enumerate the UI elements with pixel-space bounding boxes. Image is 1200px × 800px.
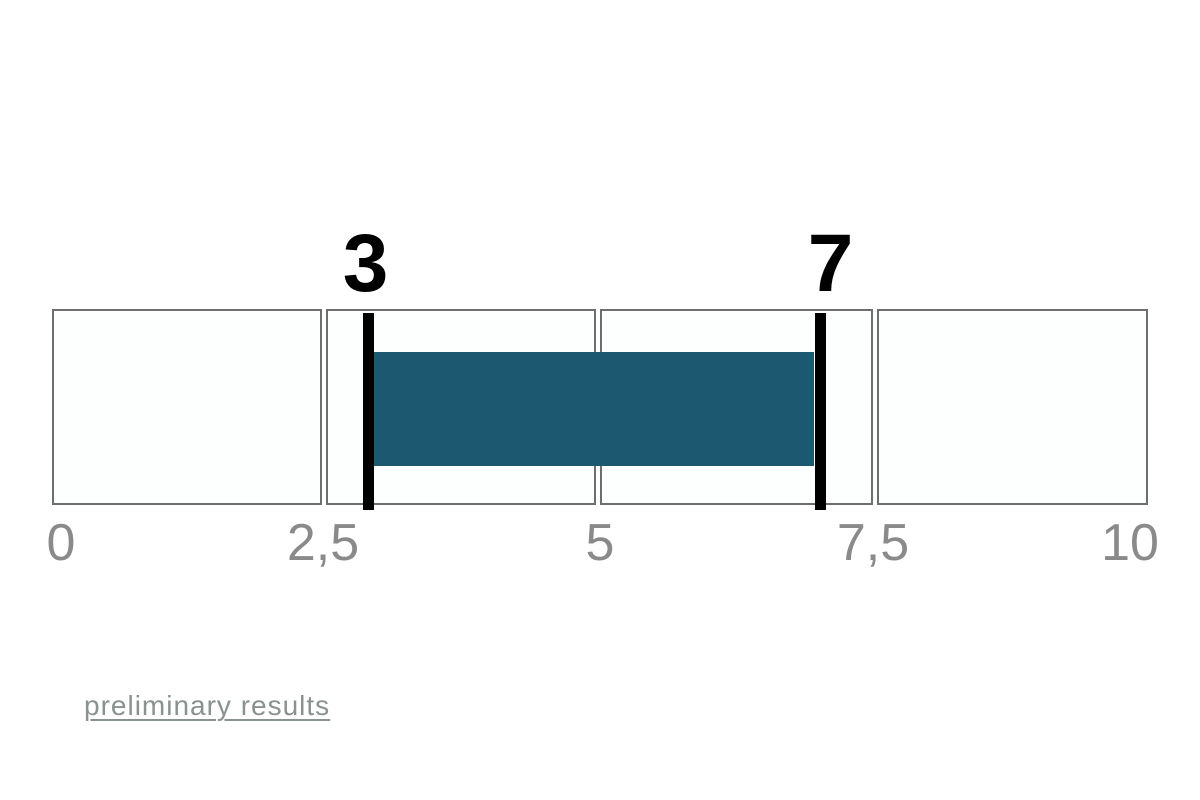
scale-segment-7.5-10 xyxy=(877,309,1148,505)
scale-segment-0-2.5 xyxy=(52,309,322,505)
axis-tick-label-5: 5 xyxy=(585,514,615,572)
range-high-marker xyxy=(815,313,826,510)
preliminary-results-link[interactable]: preliminary results xyxy=(84,690,331,721)
axis-tick-label-0: 0 xyxy=(46,514,76,572)
axis-tick-label-10: 10 xyxy=(1101,514,1159,572)
axis-tick-label-7.5: 7,5 xyxy=(836,514,910,572)
range-low-value-label: 3 xyxy=(342,218,389,309)
range-low-marker xyxy=(363,313,374,510)
range-high-value-label: 7 xyxy=(807,218,854,309)
range-bar xyxy=(374,352,814,466)
axis-tick-label-2.5: 2,5 xyxy=(286,514,360,572)
